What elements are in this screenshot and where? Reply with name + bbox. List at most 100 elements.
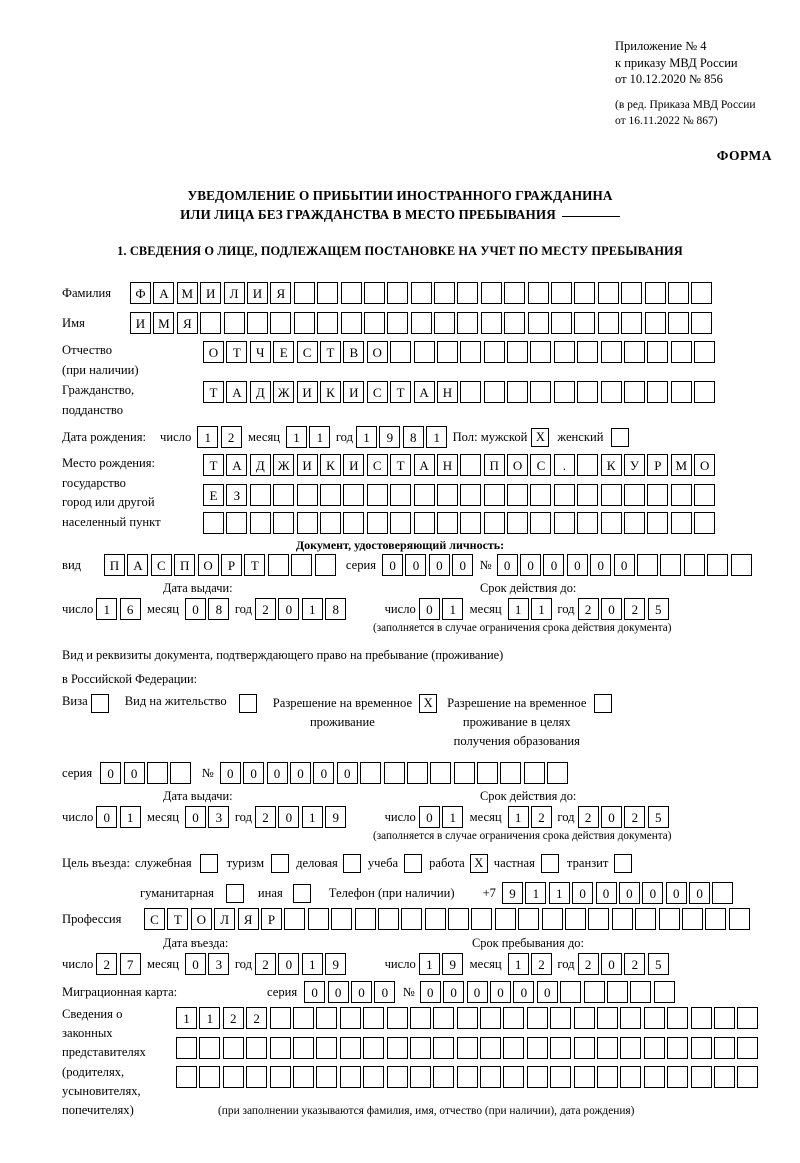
- char-box[interactable]: [597, 1037, 619, 1059]
- char-box[interactable]: [597, 312, 619, 334]
- char-box[interactable]: Е: [273, 341, 295, 363]
- char-box[interactable]: [530, 512, 552, 534]
- char-box[interactable]: [409, 1007, 431, 1029]
- char-box[interactable]: Н: [436, 454, 458, 476]
- sex-female-checkbox[interactable]: [611, 427, 630, 447]
- char-box[interactable]: 0: [600, 806, 622, 828]
- char-box[interactable]: 0: [289, 762, 311, 784]
- char-box[interactable]: Л: [214, 908, 236, 930]
- char-box[interactable]: [317, 282, 339, 304]
- char-box[interactable]: 1: [301, 598, 323, 620]
- char-box[interactable]: 8: [325, 598, 347, 620]
- char-box[interactable]: [670, 381, 692, 403]
- char-box[interactable]: [246, 312, 268, 334]
- char-box[interactable]: [667, 312, 689, 334]
- char-box[interactable]: [667, 1066, 689, 1088]
- char-box[interactable]: 9: [325, 953, 347, 975]
- char-box[interactable]: [507, 381, 529, 403]
- char-box[interactable]: 0: [100, 762, 122, 784]
- char-box[interactable]: Т: [203, 381, 224, 403]
- char-box[interactable]: [317, 312, 339, 334]
- char-box[interactable]: М: [176, 282, 198, 304]
- char-box[interactable]: [527, 312, 549, 334]
- char-box[interactable]: 0: [572, 882, 594, 904]
- char-box[interactable]: [477, 762, 499, 784]
- permit-opt-1-checkbox[interactable]: [238, 694, 257, 713]
- char-box[interactable]: 0: [313, 762, 335, 784]
- char-box[interactable]: [600, 381, 622, 403]
- char-box[interactable]: А: [413, 381, 435, 403]
- char-box[interactable]: [550, 1066, 572, 1088]
- char-box[interactable]: [386, 1066, 408, 1088]
- char-box[interactable]: [269, 1007, 291, 1029]
- char-box[interactable]: [644, 282, 666, 304]
- char-box[interactable]: [690, 1007, 712, 1029]
- char-box[interactable]: [433, 1066, 455, 1088]
- char-box[interactable]: [647, 512, 669, 534]
- char-box[interactable]: 1: [286, 426, 308, 448]
- char-box[interactable]: [611, 908, 633, 930]
- char-box[interactable]: [550, 1007, 572, 1029]
- char-box[interactable]: [246, 1066, 268, 1088]
- char-box[interactable]: Я: [176, 312, 198, 334]
- char-box[interactable]: [577, 381, 599, 403]
- char-box[interactable]: [413, 341, 435, 363]
- char-box[interactable]: [620, 1066, 642, 1088]
- char-box[interactable]: 9: [442, 953, 464, 975]
- char-box[interactable]: [541, 908, 563, 930]
- char-box[interactable]: [293, 312, 315, 334]
- char-box[interactable]: 2: [624, 806, 646, 828]
- char-box[interactable]: 2: [96, 953, 118, 975]
- char-box[interactable]: Я: [270, 282, 292, 304]
- char-box[interactable]: К: [600, 454, 622, 476]
- char-box[interactable]: [565, 908, 587, 930]
- char-box[interactable]: [406, 762, 428, 784]
- char-box[interactable]: [691, 312, 713, 334]
- char-box[interactable]: 5: [647, 953, 669, 975]
- char-box[interactable]: О: [507, 454, 529, 476]
- char-box[interactable]: [377, 908, 399, 930]
- char-box[interactable]: [386, 1037, 408, 1059]
- char-box[interactable]: 2: [577, 806, 599, 828]
- char-box[interactable]: 2: [246, 1007, 268, 1029]
- char-box[interactable]: [319, 512, 341, 534]
- char-box[interactable]: [354, 908, 376, 930]
- char-box[interactable]: А: [153, 282, 175, 304]
- char-box[interactable]: [460, 381, 482, 403]
- char-box[interactable]: 8: [402, 426, 424, 448]
- char-box[interactable]: [573, 1066, 595, 1088]
- char-box[interactable]: [319, 484, 341, 506]
- char-box[interactable]: С: [366, 454, 388, 476]
- char-box[interactable]: 1: [176, 1007, 197, 1029]
- char-box[interactable]: 1: [301, 953, 323, 975]
- char-box[interactable]: [360, 762, 382, 784]
- char-box[interactable]: [460, 484, 482, 506]
- char-box[interactable]: [507, 484, 529, 506]
- title-blank-line[interactable]: [561, 206, 620, 217]
- char-box[interactable]: [457, 312, 479, 334]
- char-box[interactable]: У: [624, 454, 646, 476]
- char-box[interactable]: 0: [489, 981, 511, 1003]
- char-box[interactable]: [530, 484, 552, 506]
- char-box[interactable]: 0: [566, 554, 588, 576]
- char-box[interactable]: 7: [119, 953, 141, 975]
- char-box[interactable]: [694, 512, 716, 534]
- char-box[interactable]: [483, 341, 505, 363]
- char-box[interactable]: [658, 908, 680, 930]
- char-box[interactable]: [643, 1007, 665, 1029]
- char-box[interactable]: [620, 1037, 642, 1059]
- char-box[interactable]: [390, 512, 412, 534]
- char-box[interactable]: [176, 1066, 197, 1088]
- char-box[interactable]: А: [226, 454, 248, 476]
